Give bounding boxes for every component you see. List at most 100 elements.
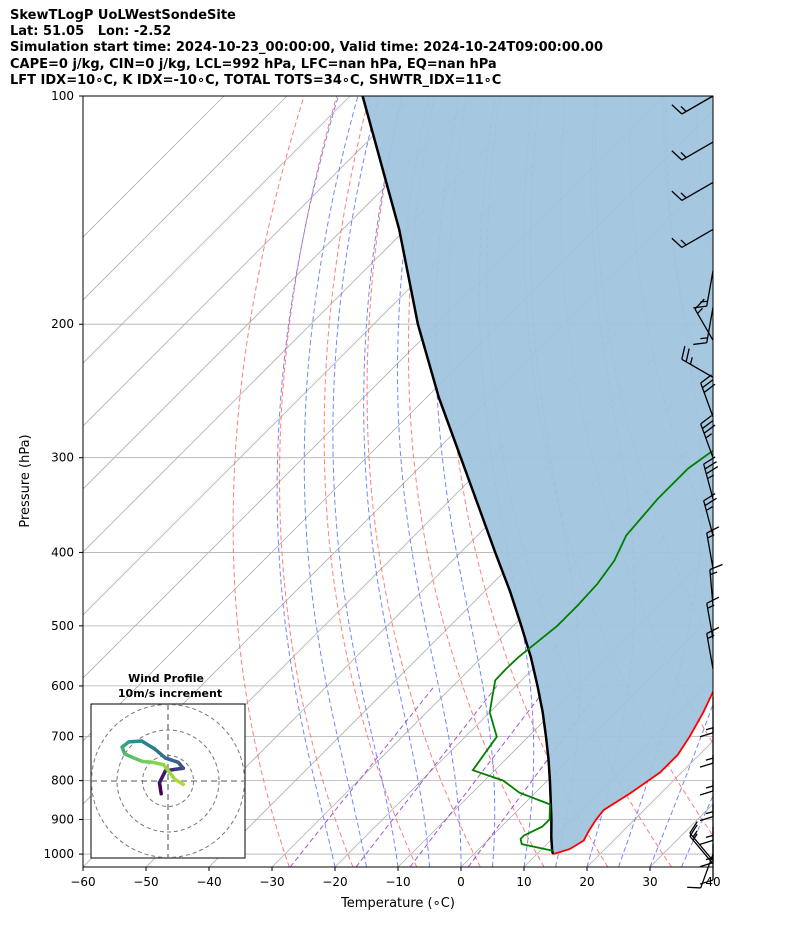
hodograph-segment	[152, 746, 168, 760]
x-tick-label: 0	[457, 875, 465, 889]
chart-title: SkewTLogP UoLWestSondeSite	[10, 8, 236, 23]
chart-header: SkewTLogP UoLWestSondeSite Lat: 51.05 Lo…	[10, 8, 790, 89]
dry-adiabat	[761, 96, 794, 867]
barb-staff	[706, 603, 714, 639]
barb-feather	[699, 862, 714, 868]
x-tick-label: 30	[642, 875, 657, 889]
x-tick-label: 40	[705, 875, 720, 889]
barb-feather	[700, 415, 712, 425]
barb-feather	[709, 563, 723, 571]
wind-barb	[671, 95, 714, 115]
y-tick-label: 500	[51, 619, 74, 633]
wind-barb	[689, 821, 714, 862]
hodograph-segment	[157, 780, 163, 796]
temperature-line	[553, 689, 713, 855]
barb-feather	[706, 596, 720, 604]
moist-adiabat	[435, 96, 496, 867]
barb-feather	[689, 824, 698, 837]
hodograph-segment	[163, 756, 180, 765]
moist-adiabat	[332, 96, 399, 867]
mixing-ratio-line	[289, 685, 435, 867]
barb-half-feather	[680, 151, 687, 158]
wind-barb	[699, 754, 714, 796]
x-axis-label: Temperature (∘C)	[340, 896, 455, 911]
wind-barbs	[671, 95, 723, 889]
isotherm	[83, 96, 477, 490]
y-tick-label: 1000	[43, 847, 74, 861]
barb-half-feather	[707, 634, 715, 640]
moist-adiabat	[649, 702, 713, 867]
x-tick-label: −60	[70, 875, 95, 889]
hodograph-segment	[173, 777, 186, 787]
hodograph-content	[91, 704, 245, 858]
hodograph: Wind Profile 10m/s increment	[90, 672, 246, 859]
cape-cin-shading	[362, 96, 713, 855]
wind-barb	[687, 853, 714, 889]
barb-half-feather	[707, 474, 715, 480]
barb-feather	[689, 821, 698, 834]
isotherm	[397, 551, 713, 867]
barb-feather	[687, 886, 701, 889]
barb-feather	[703, 424, 716, 434]
cape-shade-area	[362, 96, 713, 855]
barb-half-feather	[680, 192, 687, 199]
wind-barb	[671, 228, 714, 249]
barb-feather	[699, 815, 714, 822]
barb-half-feather	[705, 727, 714, 731]
barb-half-feather	[707, 604, 715, 609]
barb-feather	[705, 466, 719, 475]
barb-half-feather	[689, 357, 693, 365]
wind-barb	[681, 345, 714, 378]
y-tick-label: 400	[51, 545, 74, 559]
wind-barb	[703, 456, 719, 500]
barb-half-feather	[692, 830, 698, 838]
dewpoint-line	[471, 450, 713, 852]
wind-barb	[703, 492, 717, 536]
isotherm	[83, 96, 414, 427]
barb-staff	[703, 500, 714, 536]
time-line: Simulation start time: 2024-10-23_00:00:…	[10, 40, 603, 56]
dry-adiabat	[366, 96, 481, 867]
y-tick-label: 100	[51, 89, 74, 103]
barb-staff	[689, 835, 714, 865]
barb-staff	[681, 141, 714, 161]
y-tick-label: 300	[51, 451, 74, 465]
barb-staff	[681, 228, 714, 249]
barb-half-feather	[705, 810, 714, 815]
x-tick-label: −50	[133, 875, 158, 889]
hodograph-subtitle: 10m/s increment	[118, 687, 222, 700]
barb-feather	[704, 497, 717, 507]
isotherm	[83, 96, 288, 301]
moist-adiabat	[745, 96, 794, 867]
barb-feather	[699, 732, 714, 738]
x-tick-label: −40	[196, 875, 221, 889]
dry-adiabat	[323, 96, 418, 867]
barb-half-feather	[692, 833, 698, 841]
wind-barb	[671, 181, 714, 201]
moist-adiabat	[712, 865, 713, 867]
isotherm	[712, 866, 713, 867]
barb-feather	[703, 456, 716, 465]
dry-adiabat	[232, 96, 305, 867]
moist-adiabat	[363, 96, 430, 867]
hodograph-segment	[150, 760, 166, 767]
x-tick-label: 20	[579, 875, 594, 889]
barb-feather	[703, 492, 716, 502]
wind-barb	[706, 596, 720, 639]
x-tick-label: −20	[322, 875, 347, 889]
wind-barb	[693, 307, 714, 346]
barb-staff	[689, 832, 714, 862]
barb-half-feather	[705, 433, 713, 439]
dry-adiabat	[408, 96, 545, 867]
parcel-profile-line	[361, 96, 555, 855]
y-tick-label: 600	[51, 679, 74, 693]
wind-barb	[700, 415, 716, 458]
isotherm	[83, 96, 351, 364]
wind-barb	[700, 374, 716, 418]
barb-half-feather	[700, 337, 708, 340]
x-tick-label: 10	[516, 875, 531, 889]
mixing-ratio-line	[409, 685, 549, 867]
wind-barb	[706, 526, 720, 569]
barb-feather	[706, 526, 720, 534]
